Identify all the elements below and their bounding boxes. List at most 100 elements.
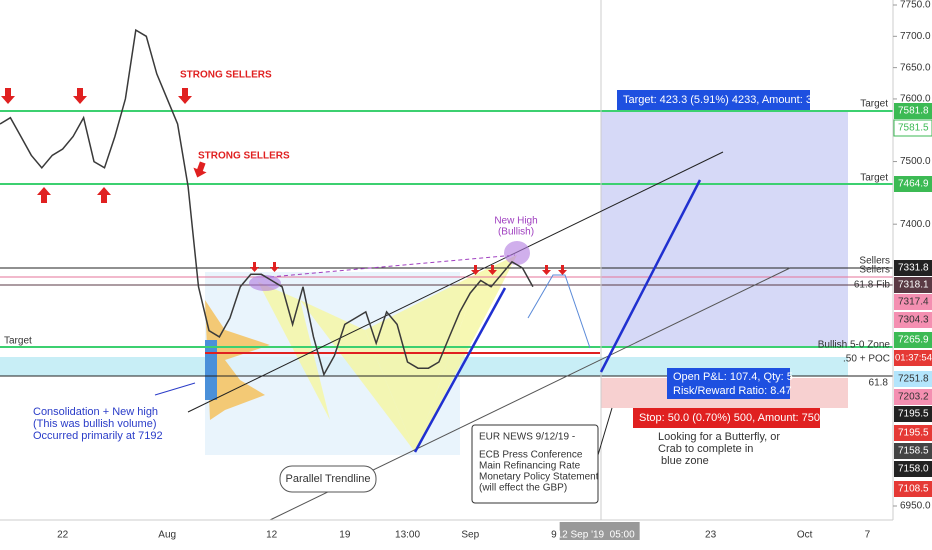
price-tag [894, 332, 932, 348]
pointer [154, 382, 196, 396]
harmonic [365, 272, 480, 452]
bubble [279, 465, 377, 493]
price-tag [894, 312, 932, 328]
x-tick-label: 19 [339, 530, 351, 541]
annotation: ECB Press Conference [479, 450, 583, 461]
x-tick-label: 9 [551, 530, 557, 541]
trendline [269, 254, 516, 278]
annotation: Sellers [859, 265, 890, 276]
price-tag-label: 7318.1 [898, 280, 929, 291]
annotation: (Bullish) [498, 227, 534, 238]
harmonic [258, 282, 330, 420]
x-tick-label: 22 [57, 530, 69, 541]
annotation: STRONG SELLERS [180, 70, 272, 81]
y-tick-label: 7700.0 [900, 31, 931, 42]
annotation: STRONG SELLERS [198, 151, 290, 162]
annotation: Target [860, 99, 888, 110]
price-tag-label: 7158.0 [898, 464, 929, 475]
annotation: Looking for a Butterfly, or [658, 431, 780, 443]
price-tag [893, 119, 932, 137]
price-tag-label: 7581.5 [898, 123, 929, 134]
volume-profile [205, 300, 270, 420]
target-box [617, 90, 810, 110]
price-tag [894, 443, 932, 459]
price-tag [894, 389, 932, 405]
annotation: Crab to complete in [658, 443, 753, 455]
annotation: Stop: 50.0 (0.70%) 500, Amount: 750 [639, 412, 820, 424]
annotation: EUR NEWS 9/12/19 - [479, 432, 575, 443]
annotation: Parallel Trendline [286, 473, 371, 485]
price-tag [894, 294, 932, 310]
price-tag-label: 7203.2 [898, 392, 929, 403]
y-tick-label: 7750.0 [900, 0, 931, 11]
annotation: Open P&L: 107.4, Qty: 5 [673, 371, 793, 383]
annotation: (will effect the GBP) [479, 483, 567, 494]
trendline [413, 287, 507, 453]
stop-box [633, 408, 820, 428]
price-line [0, 28, 534, 377]
pnl-box [667, 368, 790, 399]
price-tag-label: 7464.9 [898, 179, 929, 190]
news-box [471, 424, 599, 504]
y-tick-label: 7600.0 [900, 94, 931, 105]
price-tag [894, 406, 932, 422]
annotation: Target [860, 173, 888, 184]
price-tag-label: 7304.3 [898, 315, 929, 326]
annotation: (This was bullish volume) [33, 418, 156, 430]
price-tag-label: 7317.4 [898, 297, 929, 308]
annotation: Sellers [859, 256, 890, 267]
annotation: Monetary Policy Statement [479, 472, 599, 483]
price-tag-label: 7265.9 [898, 335, 929, 346]
pointer [597, 407, 613, 456]
highlight [249, 275, 281, 291]
price-tag-label: 7195.5 [898, 428, 929, 439]
projection [527, 274, 591, 349]
x-tick-label: Sep [461, 530, 479, 541]
x-tick-label: 13:00 [395, 530, 420, 541]
y-tick-label: 6950.0 [900, 501, 931, 512]
price-tag-label: 7251.8 [898, 374, 929, 385]
price-tag [894, 371, 932, 387]
price-tag-label: 7581.8 [898, 106, 929, 117]
price-tag-label: 7108.5 [898, 484, 929, 495]
x-tick-label: 12 [266, 530, 278, 541]
price-tag-label: 7331.8 [898, 263, 929, 274]
highlight [504, 241, 530, 265]
price-tag [894, 481, 932, 497]
price-tag [894, 176, 932, 192]
projection [599, 179, 702, 373]
x-tick-label: Oct [797, 530, 813, 541]
countdown: 01:37:54 [895, 353, 932, 364]
volume-profile [205, 340, 217, 400]
annotation: Target [4, 336, 32, 347]
x-tick-label: 12 Sep '19 05:00 [557, 530, 636, 541]
price-tag-label: 7158.5 [898, 446, 929, 457]
annotation: Consolidation + New high [33, 406, 158, 418]
x-tick-label: 7 [865, 530, 871, 541]
annotation: .50 + POC [843, 354, 890, 365]
annotation: Target: 423.3 (5.91%) 4233, Amount: 3116… [623, 94, 839, 106]
arrows [1, 88, 567, 275]
price-tag [894, 103, 932, 119]
price-tag [894, 260, 932, 276]
price-tag-label: 7195.5 [898, 409, 929, 420]
y-tick-label: 7650.0 [900, 62, 931, 73]
price-tag [894, 277, 932, 293]
crosshair-label [559, 522, 640, 540]
countdown-tag [894, 350, 932, 366]
x-tick-label: Aug [158, 530, 176, 541]
annotation: New High [494, 216, 537, 227]
annotation: Bullish 5-0 Zone [818, 340, 891, 351]
annotation: Risk/Reward Ratio: 8.47 [673, 385, 792, 397]
annotation: Main Refinancing Rate [479, 461, 581, 472]
x-tick-label: 23 [705, 530, 717, 541]
annotation: Occurred primarily at 7192 [33, 430, 163, 442]
target-zone [601, 111, 848, 347]
price-tag [894, 461, 932, 477]
annotation: 61.8 [869, 378, 889, 389]
y-tick-label: 7500.0 [900, 156, 931, 167]
price-tag [894, 425, 932, 441]
annotation: 61.8 Fib [854, 280, 891, 291]
trendline [187, 151, 724, 413]
